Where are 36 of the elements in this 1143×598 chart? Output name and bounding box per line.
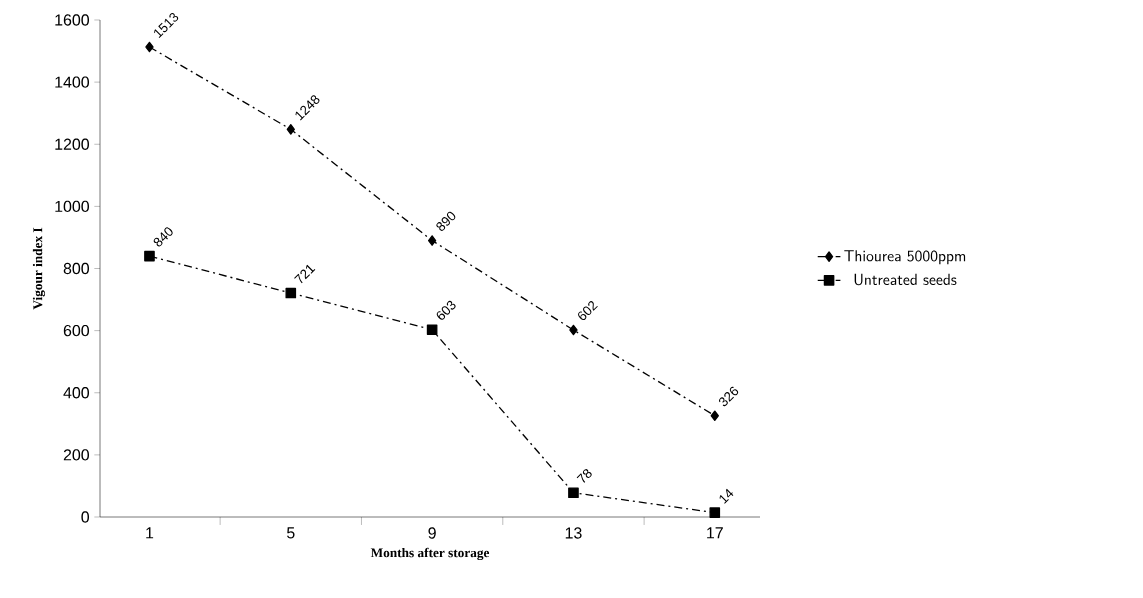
y-tick-label: 800 [63, 262, 90, 275]
data-label: 14 [719, 488, 734, 504]
legend-label: Untreated seeds [854, 273, 957, 286]
point [427, 235, 437, 246]
point [286, 124, 295, 135]
y-tick-label: 400 [63, 387, 90, 399]
x-tick-label: 1 [146, 527, 154, 539]
x-axis-title: Months after storage [370, 547, 490, 561]
data-label: 603 [436, 300, 456, 320]
point [710, 410, 719, 422]
data-label: 602 [578, 301, 598, 321]
point [145, 41, 154, 53]
data-label: 326 [718, 386, 739, 407]
point [709, 507, 721, 518]
y-tick-label: 1600 [55, 14, 90, 26]
legend-label: Thiourea 5000ppm [844, 250, 966, 265]
y-tick-label: 600 [63, 324, 90, 337]
data-label: 840 [153, 227, 173, 247]
x-tick-label: 9 [428, 527, 436, 539]
y-tick-label: 200 [63, 449, 90, 461]
data-label: 78 [576, 469, 592, 483]
x-tick-label: 17 [707, 527, 723, 539]
y-tick-label: 1400 [55, 76, 90, 88]
y-tick-label: 1200 [55, 138, 90, 150]
y-tick-label: 0 [81, 511, 90, 523]
x-tick-label: 13 [565, 527, 582, 539]
data-label: 890 [436, 211, 456, 231]
point [144, 250, 155, 262]
point [569, 324, 578, 336]
data-label: 721 [294, 264, 316, 284]
point [568, 487, 579, 499]
y-tick-label: 1000 [55, 200, 90, 213]
y-axis-title: Vigour index I [32, 227, 46, 310]
point [426, 324, 438, 336]
point [285, 287, 297, 299]
x-tick-label: 5 [287, 527, 295, 539]
